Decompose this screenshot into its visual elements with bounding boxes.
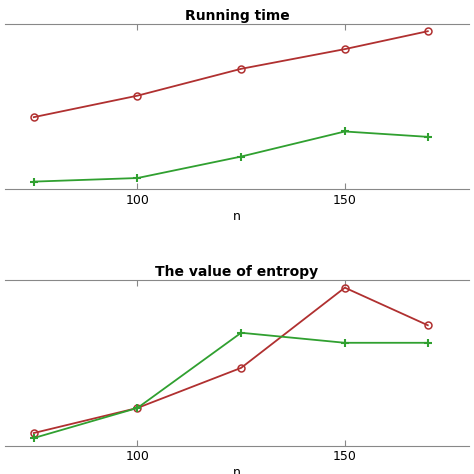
X-axis label: n: n [233,210,241,223]
Title: Running time: Running time [185,9,289,23]
X-axis label: n: n [233,466,241,474]
Title: The value of entropy: The value of entropy [155,265,319,279]
